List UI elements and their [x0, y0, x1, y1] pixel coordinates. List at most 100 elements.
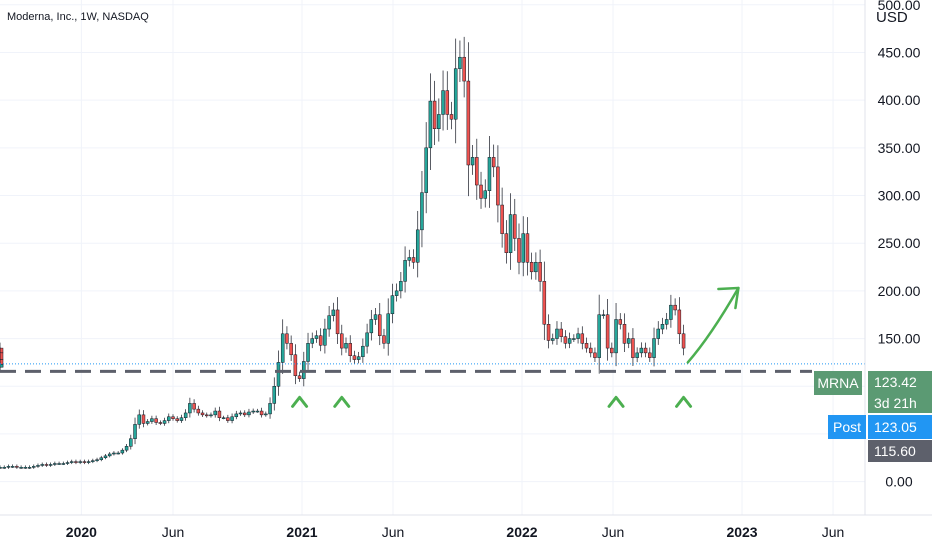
candle-body: [205, 414, 209, 417]
candle-body: [466, 80, 471, 166]
candle-body: [10, 466, 15, 468]
projection-arrow[interactable]: [686, 286, 740, 364]
symbol-title: Moderna, Inc., 1W, NASDAQ: [7, 11, 149, 23]
time-tick-label: Jun: [162, 524, 185, 540]
time-tick-label: Jun: [602, 524, 625, 540]
axis-layer: 0.0050.00100.00150.00200.00250.00300.003…: [66, 0, 921, 540]
support-chevron-icon[interactable]: [291, 395, 309, 408]
grid-layer: [0, 0, 865, 515]
time-tick-label: Jun: [822, 524, 845, 540]
price-tick-label: 350.00: [878, 140, 921, 156]
candle-body: [626, 338, 631, 344]
candle-body: [44, 464, 49, 466]
price-tick-label: 150.00: [878, 331, 921, 347]
countdown-tag: 3d 21h: [874, 395, 917, 411]
candle-body: [124, 446, 129, 451]
candle-body: [534, 262, 538, 273]
candle-body: [669, 304, 673, 320]
candle-body: [542, 281, 547, 325]
candle-body: [420, 192, 424, 231]
candle-body: [280, 333, 285, 363]
candle-body: [415, 229, 420, 263]
candle-body: [428, 100, 433, 149]
candle-body: [344, 343, 348, 349]
candle-body: [356, 356, 361, 360]
candle-body: [462, 56, 466, 82]
candle-body: [508, 214, 513, 253]
last-symbol-tag-bg: [814, 371, 862, 395]
candle-body: [268, 403, 272, 415]
candle-body: [458, 56, 462, 69]
candle-body: [65, 462, 70, 464]
candle-body: [95, 459, 99, 461]
candle-body: [167, 416, 171, 421]
candle-body: [361, 345, 365, 357]
candle-body: [264, 413, 268, 416]
time-tick-label: 2022: [506, 524, 537, 540]
candle-body: [441, 90, 445, 115]
candle-body: [327, 315, 331, 330]
candle-body: [276, 362, 281, 387]
candle-body: [605, 314, 610, 349]
candle-body: [150, 418, 154, 422]
countdown-tag-bg: [868, 393, 932, 413]
candle-body: [247, 411, 251, 416]
candle-body: [259, 410, 264, 416]
candle-body: [635, 352, 639, 358]
candle-body: [521, 233, 525, 263]
candle-body: [48, 464, 53, 466]
price-tick-label: 450.00: [878, 44, 921, 60]
candle-body: [517, 238, 521, 263]
candle-body: [513, 214, 517, 239]
candle-body: [681, 333, 686, 349]
candle-body: [407, 257, 412, 261]
candle-body: [610, 347, 614, 354]
candle-body: [365, 332, 369, 347]
candle-body: [137, 414, 141, 425]
support-chevron-icon[interactable]: [675, 395, 693, 408]
candle-body: [107, 453, 112, 457]
candle-body: [183, 412, 188, 418]
candle-body: [306, 343, 310, 362]
candle-body: [179, 417, 184, 421]
candle-body: [572, 338, 576, 340]
candle-body: [352, 355, 357, 360]
candle-body: [158, 422, 163, 424]
candle-body: [500, 204, 504, 234]
candle-body: [99, 457, 104, 460]
currency-label[interactable]: USD: [876, 9, 908, 26]
candle-body: [399, 281, 403, 292]
candle-body: [57, 463, 61, 465]
support-chevron-icon[interactable]: [333, 395, 351, 408]
candle-body: [394, 290, 399, 296]
candle-body: [154, 418, 158, 423]
candle-body: [27, 467, 32, 469]
candle-body: [475, 157, 479, 186]
candle-body: [0, 364, 4, 368]
candle-body: [593, 352, 597, 358]
candle-body: [340, 333, 344, 349]
candle-body: [293, 354, 298, 377]
post-price-tag-bg: [868, 415, 932, 439]
candle-body: [230, 416, 234, 421]
candle-body: [373, 314, 378, 320]
candle-body: [525, 233, 530, 263]
candle-body: [588, 347, 593, 354]
candle-body: [221, 417, 226, 419]
time-tick-label: Jun: [382, 524, 405, 540]
post-name-tag-bg: [828, 415, 866, 439]
candle-body: [496, 166, 500, 206]
candle-body: [546, 324, 551, 341]
candle-body: [120, 449, 125, 454]
arrow-head-icon[interactable]: [717, 286, 740, 310]
candle-body: [601, 314, 606, 316]
candle-body: [242, 412, 247, 416]
candle-body: [226, 417, 230, 421]
candle-body: [171, 416, 175, 419]
candle-body: [652, 338, 656, 358]
candle-body: [677, 309, 682, 335]
last-price-tag-bg: [868, 371, 932, 393]
support-chevron-icon[interactable]: [607, 395, 625, 408]
